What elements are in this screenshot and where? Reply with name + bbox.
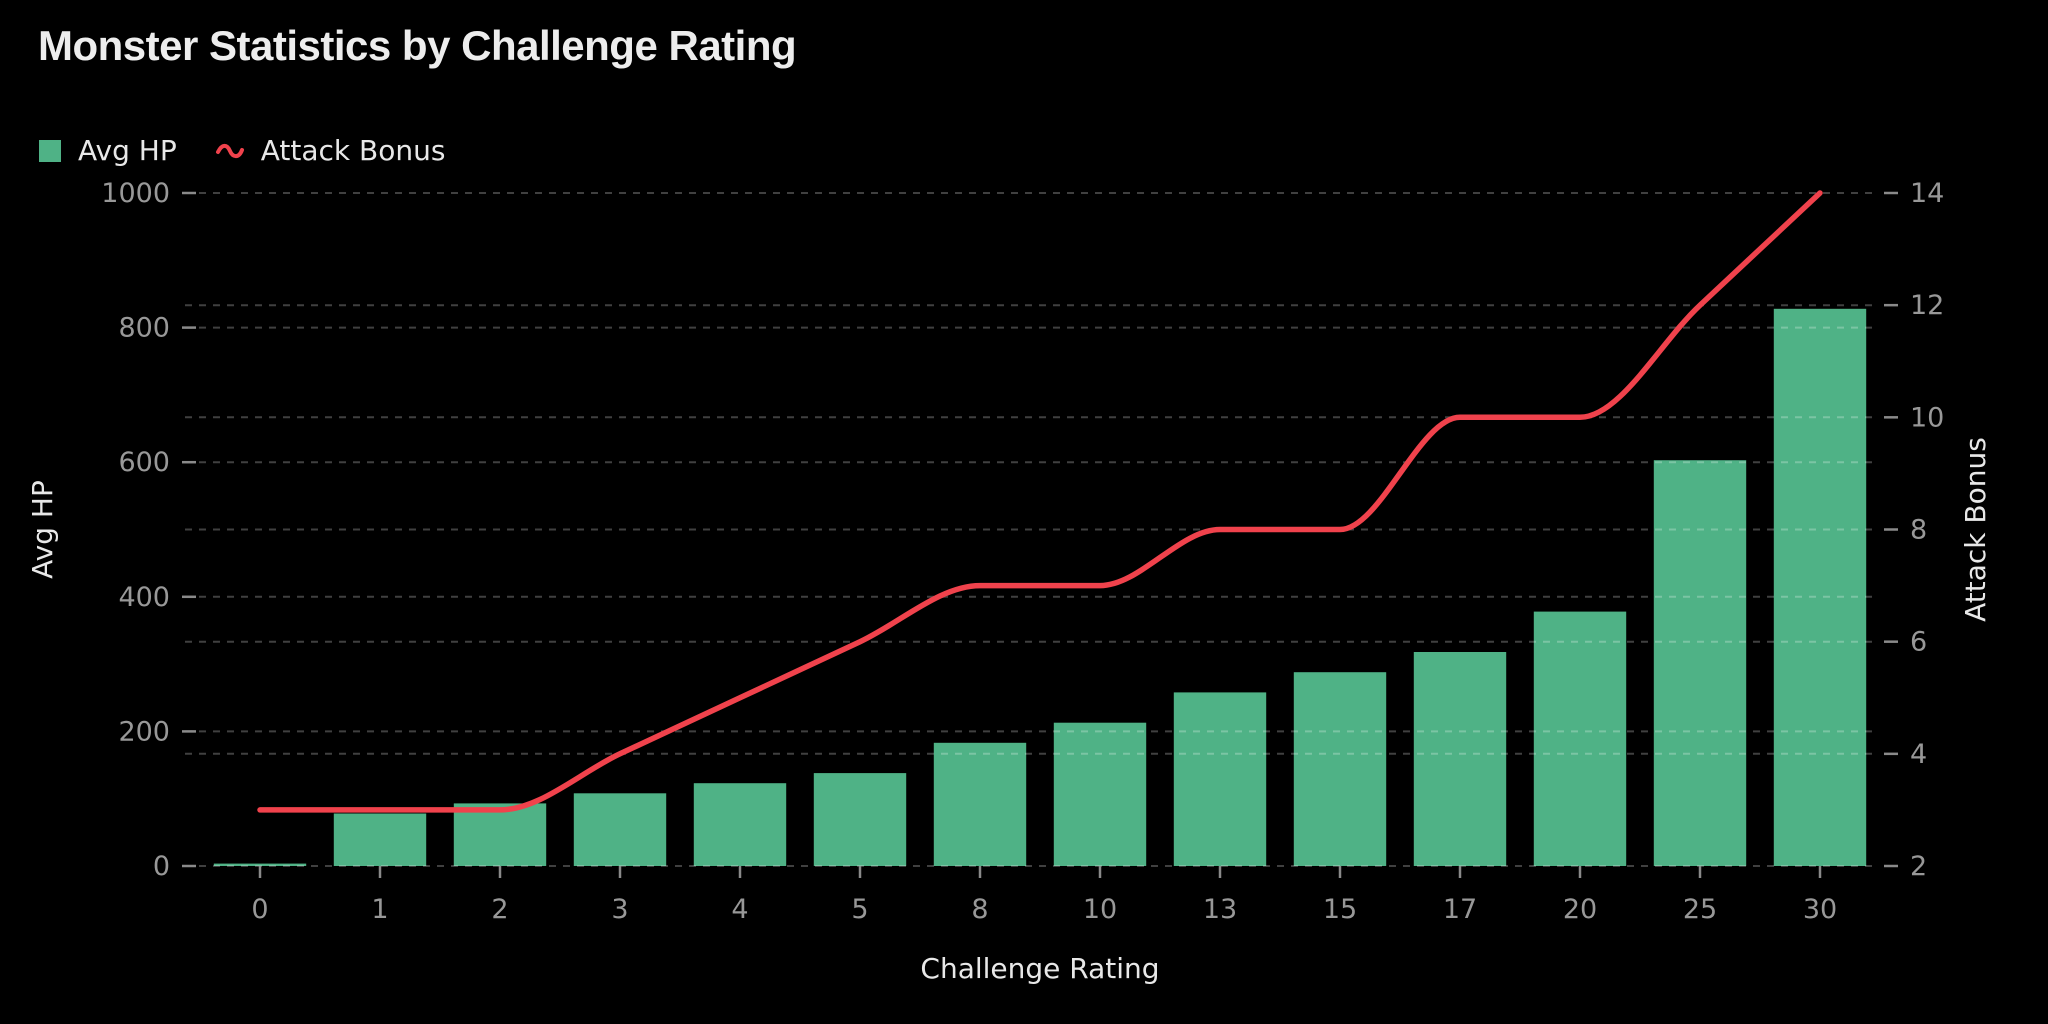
x-axis-title: Challenge Rating [920,952,1159,985]
legend-label-avg-hp: Avg HP [78,134,177,167]
bar-cr-0 [213,863,307,866]
legend-label-attack-bonus: Attack Bonus [260,134,446,167]
y-left-tick-label: 0 [153,851,170,882]
bar-cr-25 [1653,460,1747,866]
bar-cr-1 [333,813,427,866]
y-right-axis-title: Attack Bonus [1959,437,1992,622]
legend-item-attack-bonus: Attack Bonus [215,134,446,167]
y-left-axis-title: Avg HP [26,480,59,579]
bar-series-swatch-icon [39,139,61,162]
x-tick-label: 30 [1803,894,1837,925]
x-tick-label: 2 [491,894,508,925]
bar-cr-3 [573,793,667,866]
x-tick-label: 8 [971,894,988,925]
y-left-tick-label: 200 [118,716,170,747]
gridlines [185,192,1878,867]
x-tick-label: 10 [1083,894,1117,925]
y-left-tick-label: 400 [118,582,170,613]
bar-cr-2 [453,803,547,866]
y-left-tick-label: 600 [118,447,170,478]
x-tick-label: 3 [611,894,628,925]
bar-cr-5 [813,773,907,866]
bar-cr-4 [693,783,787,866]
y-right-tick-label: 2 [1910,851,1927,882]
y-right-tick-label: 12 [1910,290,1944,321]
bar-cr-17 [1413,652,1507,866]
line-series-squiggle-icon [215,143,244,158]
x-tick-label: 13 [1203,894,1237,925]
bar-cr-30 [1773,308,1867,866]
y-right-tick-label: 4 [1910,739,1927,770]
y-left-tick-label: 800 [118,313,170,344]
x-tick-label: 0 [251,894,268,925]
bar-cr-8 [933,742,1027,866]
bar-cr-20 [1533,611,1627,866]
bar-cr-10 [1053,722,1147,866]
x-tick-label: 15 [1323,894,1357,925]
bar-cr-13 [1173,692,1267,866]
x-tick-label: 17 [1443,894,1477,925]
x-tick-label: 1 [371,894,388,925]
legend: Avg HP Attack Bonus [38,134,445,167]
y-right-tick-label: 10 [1910,402,1944,433]
chart-title: Monster Statistics by Challenge Rating [38,22,797,69]
x-tick-label: 5 [851,894,868,925]
x-tick-label: 25 [1683,894,1717,925]
y-right-tick-label: 6 [1910,627,1927,658]
y-right-tick-label: 8 [1910,515,1927,546]
x-tick-label: 4 [731,894,748,925]
legend-item-avg-hp: Avg HP [38,134,177,167]
attack-bonus-line [257,190,1823,813]
bar-cr-15 [1293,672,1387,866]
bars-avg-hp [213,308,1867,866]
y-right-tick-label: 14 [1910,178,1944,209]
y-left-tick-label: 1000 [101,178,170,209]
x-tick-label: 20 [1563,894,1597,925]
